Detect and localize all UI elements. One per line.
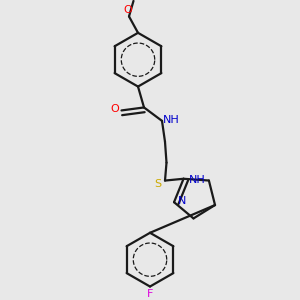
Text: O: O xyxy=(110,104,119,114)
Text: N: N xyxy=(178,196,187,206)
Text: F: F xyxy=(147,289,153,299)
Text: O: O xyxy=(123,5,132,15)
Text: NH: NH xyxy=(163,115,180,125)
Text: NH: NH xyxy=(188,175,205,185)
Text: S: S xyxy=(154,179,161,189)
